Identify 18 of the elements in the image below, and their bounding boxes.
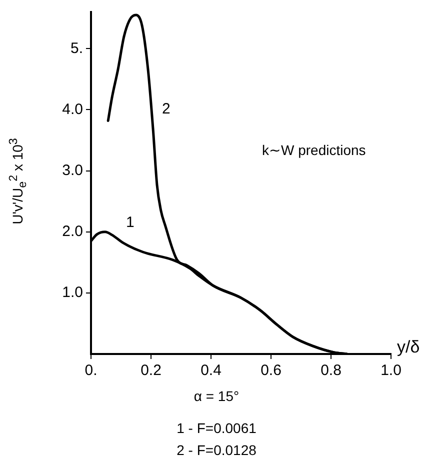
annotation: k∼W predictions	[262, 142, 366, 158]
x-tick-label: 0.6	[260, 362, 282, 380]
x-tick-label: 0.8	[320, 362, 342, 380]
text: 1 - F=0.0061	[176, 420, 258, 436]
x-tick-label: 1.0	[380, 362, 402, 380]
x-axis-title: y/δ	[397, 338, 420, 357]
series-label: 2	[162, 100, 170, 118]
x-tick-label: 0.	[84, 362, 98, 380]
y-tick-label: 4.0	[62, 100, 83, 118]
series-label: 1	[126, 214, 134, 232]
x-tick-label: 0.2	[140, 362, 162, 380]
y-tick-label: 1.0	[62, 284, 83, 302]
y-tick-label: 5.	[70, 40, 83, 57]
text: 2 - F=0.0128	[176, 442, 258, 458]
y-tick-label: 3.0	[62, 162, 83, 179]
x-tick-label: 0.4	[200, 362, 222, 380]
text: α = 15°	[192, 388, 240, 404]
y-tick-label: 2.0	[62, 223, 83, 240]
